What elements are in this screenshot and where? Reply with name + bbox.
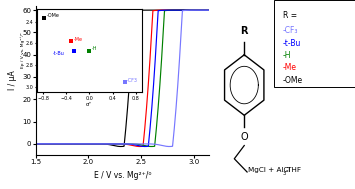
Text: -Me: -Me xyxy=(283,63,296,72)
Text: R =: R = xyxy=(283,11,297,20)
Text: O: O xyxy=(240,132,248,142)
Text: 3: 3 xyxy=(283,171,286,176)
Text: -THF: -THF xyxy=(286,167,302,173)
Text: MgCl + AlCl: MgCl + AlCl xyxy=(248,167,291,173)
Text: -CF₃: -CF₃ xyxy=(283,26,298,36)
Text: -t-Bu: -t-Bu xyxy=(283,39,301,48)
FancyBboxPatch shape xyxy=(274,0,355,87)
Text: -H: -H xyxy=(283,51,291,60)
Text: -OMe: -OMe xyxy=(283,76,303,85)
Text: R: R xyxy=(240,26,248,36)
Y-axis label: I / μA: I / μA xyxy=(8,70,17,90)
X-axis label: E / V vs. Mg²⁺/⁰: E / V vs. Mg²⁺/⁰ xyxy=(94,171,151,180)
